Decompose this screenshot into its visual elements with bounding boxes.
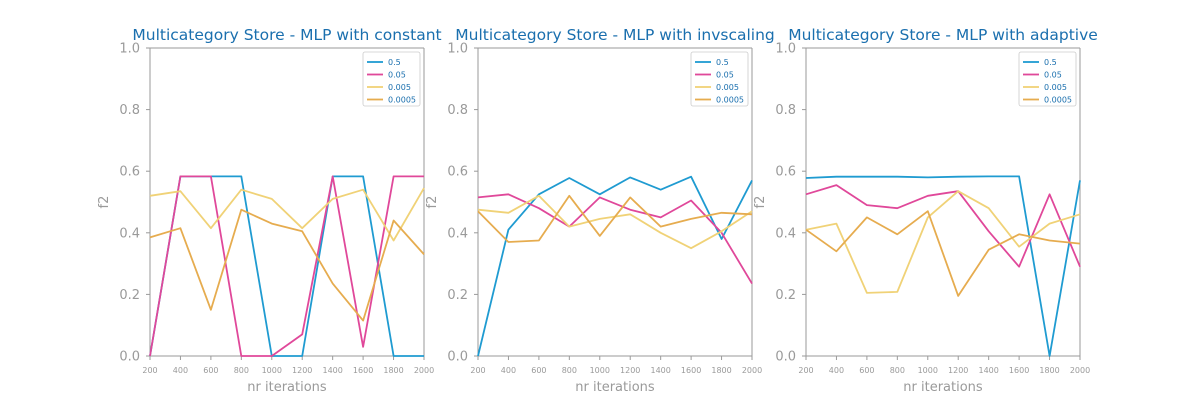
series-line-0_0005 [805, 210, 1081, 297]
x-tick-label: 1200 [292, 366, 312, 375]
y-tick-label: 0.6 [775, 165, 796, 180]
x-tick-label: 1800 [1039, 366, 1059, 375]
y-tick-label: 0.0 [447, 350, 468, 365]
x-tick-label: 1000 [918, 366, 938, 375]
y-axis-label: f2 [753, 196, 768, 209]
legend-label: 0.0005 [388, 96, 416, 105]
series-line-0_5 [805, 175, 1081, 357]
series-line-0_0005 [149, 208, 425, 322]
x-tick-label: 1200 [620, 366, 640, 375]
x-tick-label: 400 [829, 366, 844, 375]
x-tick-label: 1600 [1009, 366, 1029, 375]
x-tick-label: 2000 [742, 366, 762, 375]
y-tick-label: 0.8 [119, 103, 140, 118]
x-tick-label: 1600 [353, 366, 373, 375]
x-tick-label: 600 [531, 366, 546, 375]
legend-label: 0.005 [1044, 83, 1067, 92]
y-tick-label: 0.8 [447, 103, 468, 118]
y-tick-label: 0.2 [119, 288, 140, 303]
x-tick-label: 800 [890, 366, 905, 375]
series-line-0_0005 [477, 194, 753, 243]
legend: 0.5 0.05 0.005 0.0005 [690, 51, 749, 107]
legend: 0.5 0.05 0.005 0.0005 [1018, 51, 1077, 107]
series-line-0_5 [477, 175, 753, 357]
legend-label: 0.5 [1044, 58, 1057, 67]
x-tick-label: 200 [142, 366, 157, 375]
y-tick-label: 0.2 [447, 288, 468, 303]
x-tick-label: 1000 [262, 366, 282, 375]
x-tick-label: 2000 [414, 366, 434, 375]
x-tick-label: 2000 [1070, 366, 1090, 375]
series-line-0_05 [149, 175, 424, 357]
series-line-0_005 [149, 187, 425, 242]
y-tick-label: 0.0 [775, 350, 796, 365]
x-tick-label: 1400 [650, 366, 670, 375]
y-tick-label: 0.8 [775, 103, 796, 118]
chart-panel-3: Multicategory Store - MLP with adaptive 0… [753, 26, 1098, 395]
legend-label: 0.05 [716, 71, 734, 80]
x-tick-label: 600 [203, 366, 218, 375]
legend-label: 0.05 [388, 71, 406, 80]
legend-box [362, 51, 421, 107]
chart-title: Multicategory Store - MLP with adaptive [788, 26, 1098, 44]
y-tick-label: 0.6 [119, 165, 140, 180]
y-tick-label: 1.0 [447, 42, 468, 57]
y-axis-label: f2 [97, 196, 112, 209]
legend-label: 0.0005 [716, 96, 744, 105]
y-tick-label: 0.4 [119, 226, 140, 241]
x-tick-label: 600 [859, 366, 874, 375]
x-axis-label: nr iterations [903, 380, 983, 395]
y-tick-label: 1.0 [775, 42, 796, 57]
x-tick-label: 1800 [711, 366, 731, 375]
chart-panel-1: Multicategory Store - MLP with constant 0… [97, 26, 442, 395]
series-line-0_005 [805, 190, 1081, 294]
x-tick-label: 400 [501, 366, 516, 375]
x-tick-label: 1800 [383, 366, 403, 375]
x-axis-label: nr iterations [247, 380, 327, 395]
x-tick-label: 1000 [590, 366, 610, 375]
x-tick-label: 800 [234, 366, 249, 375]
x-tick-label: 200 [798, 366, 813, 375]
y-tick-label: 1.0 [119, 42, 140, 57]
legend-label: 0.05 [1044, 71, 1062, 80]
legend-label: 0.0005 [1044, 96, 1072, 105]
legend-label: 0.005 [388, 83, 411, 92]
x-tick-label: 1200 [948, 366, 968, 375]
y-tick-label: 0.2 [775, 288, 796, 303]
series-line-0_05 [805, 184, 1081, 268]
legend-label: 0.5 [716, 58, 729, 67]
legend-label: 0.5 [388, 58, 401, 67]
x-axis-label: nr iterations [575, 380, 655, 395]
y-tick-label: 0.4 [775, 226, 796, 241]
chart-title: Multicategory Store - MLP with constant [132, 26, 441, 44]
x-tick-label: 1400 [978, 366, 998, 375]
y-tick-label: 0.6 [447, 165, 468, 180]
legend-box [690, 51, 749, 107]
legend-label: 0.005 [716, 83, 739, 92]
x-tick-label: 200 [470, 366, 485, 375]
chart-panel-2: Multicategory Store - MLP with invscalin… [425, 26, 775, 395]
x-tick-label: 1600 [681, 366, 701, 375]
y-tick-label: 0.4 [447, 226, 468, 241]
legend: 0.5 0.05 0.005 0.0005 [362, 51, 421, 107]
x-tick-label: 1400 [322, 366, 342, 375]
y-axis-label: f2 [425, 196, 440, 209]
x-tick-label: 400 [173, 366, 188, 375]
x-tick-label: 800 [562, 366, 577, 375]
chart-title: Multicategory Store - MLP with invscalin… [455, 26, 775, 44]
legend-box [1018, 51, 1077, 107]
y-tick-label: 0.0 [119, 350, 140, 365]
